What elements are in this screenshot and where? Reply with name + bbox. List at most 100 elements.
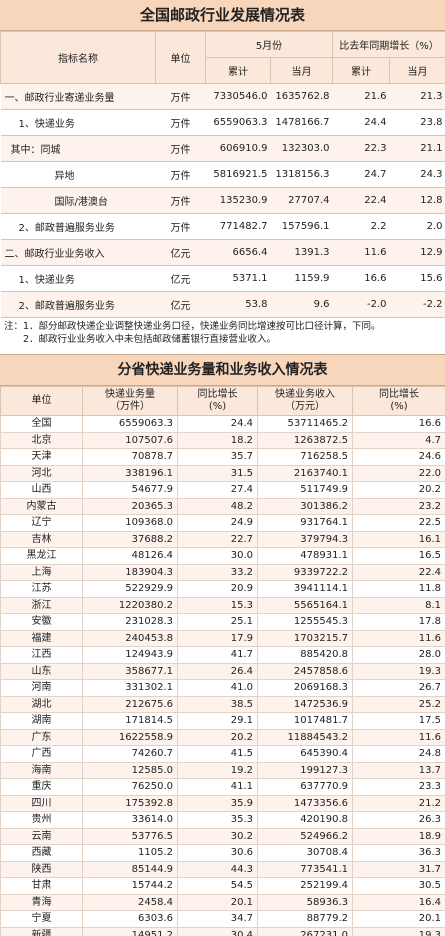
revenue-growth-cell: 23.3 (352, 778, 445, 796)
volume-cell: 338196.1 (82, 464, 178, 482)
volume-cell: 6559063.3 (82, 415, 178, 433)
header-province: 单位 (0, 386, 83, 416)
volume-cell: 85144.9 (82, 860, 178, 878)
province-cell: 江苏 (0, 580, 83, 598)
province-cell: 湖北 (0, 695, 83, 713)
province-cell: 青海 (0, 893, 83, 911)
unit-cell: 万件 (155, 187, 206, 214)
month-cell: 9.6 (270, 291, 333, 318)
province-cell: 山东 (0, 662, 83, 680)
table-row: 江苏 522929.9 20.9 3941114.1 11.8 (0, 580, 445, 598)
volume-growth-cell: 22.7 (177, 530, 258, 548)
volume-growth-cell: 20.9 (177, 580, 258, 598)
cumulative-cell: 135230.9 (205, 187, 271, 214)
revenue-growth-cell: 20.2 (352, 481, 445, 499)
table-row: 陕西 85144.9 44.3 773541.1 31.7 (0, 860, 445, 878)
table-row: 福建 240453.8 17.9 1703215.7 11.6 (0, 629, 445, 647)
revenue-cell: 379794.3 (257, 530, 353, 548)
revenue-cell: 58936.3 (257, 893, 353, 911)
province-cell: 江西 (0, 646, 83, 664)
volume-cell: 12585.0 (82, 761, 178, 779)
volume-growth-cell: 27.4 (177, 481, 258, 499)
volume-cell: 14951.2 (82, 926, 178, 936)
header-growth-cumulative: 累计 (332, 57, 390, 84)
volume-growth-cell: 48.2 (177, 497, 258, 515)
header-yoy-growth: 比去年同期增长（%） (331, 31, 445, 58)
footnote-2: 2．邮政行业业务收入中未包括邮政储蓄银行直接营业收入。 (4, 334, 277, 345)
table-row: 海南 12585.0 19.2 199127.3 13.7 (0, 761, 445, 779)
unit-cell: 万件 (155, 83, 206, 110)
revenue-cell: 1263872.5 (257, 431, 353, 449)
volume-cell: 48126.4 (82, 547, 178, 565)
revenue-cell: 30708.4 (257, 844, 353, 862)
revenue-cell: 1017481.7 (257, 712, 353, 730)
volume-cell: 1622558.9 (82, 728, 178, 746)
revenue-cell: 1255545.3 (257, 613, 353, 631)
revenue-cell: 2457858.6 (257, 662, 353, 680)
table-row: 2、邮政普遍服务业务 万件 771482.7 157596.1 2.2 2.0 (0, 213, 445, 240)
table-row: 江西 124943.9 41.7 885420.8 28.0 (0, 646, 445, 664)
revenue-growth-cell: 8.1 (352, 596, 445, 614)
volume-cell: 240453.8 (82, 629, 178, 647)
revenue-growth-cell: 22.4 (352, 563, 445, 581)
growth-month-cell: 24.3 (389, 161, 445, 188)
table-row: 一、邮政行业寄递业务量 万件 7330546.0 1635762.8 21.6 21.3 (0, 83, 445, 110)
revenue-cell: 716258.5 (257, 448, 353, 466)
unit-cell: 亿元 (155, 265, 206, 292)
table-row: 天津 70878.7 35.7 716258.5 24.6 (0, 448, 445, 466)
header-volume-unit: （万件） (110, 401, 150, 412)
table-row: 广东 1622558.9 20.2 11884543.2 11.6 (0, 728, 445, 746)
revenue-growth-cell: 20.1 (352, 910, 445, 928)
revenue-cell: 267231.0 (257, 926, 353, 936)
growth-cumulative-cell: 11.6 (332, 239, 390, 266)
growth-cumulative-cell: 21.6 (332, 83, 390, 110)
footnotes: 注：1．部分邮政快递企业调整快递业务口径，快递业务同比增速按可比口径计算，下同。… (0, 318, 445, 346)
volume-growth-cell: 44.3 (177, 860, 258, 878)
volume-growth-cell: 30.4 (177, 926, 258, 936)
cumulative-cell: 5371.1 (205, 265, 271, 292)
revenue-growth-cell: 26.3 (352, 811, 445, 829)
revenue-cell: 2069168.3 (257, 679, 353, 697)
volume-growth-cell: 20.1 (177, 893, 258, 911)
table-row: 国际/港澳台 万件 135230.9 27707.4 22.4 12.8 (0, 187, 445, 214)
volume-cell: 1220380.2 (82, 596, 178, 614)
revenue-cell: 511749.9 (257, 481, 353, 499)
table-row: 2、邮政普遍服务业务 亿元 53.8 9.6 -2.0 -2.2 (0, 291, 445, 318)
table-row: 1、快递业务 万件 6559063.3 1478166.7 24.4 23.8 (0, 109, 445, 136)
revenue-cell: 252199.4 (257, 877, 353, 895)
volume-growth-cell: 41.5 (177, 745, 258, 763)
indicator-name: 二、邮政行业业务收入 (0, 239, 156, 266)
table-row: 辽宁 109368.0 24.9 931764.1 22.5 (0, 514, 445, 532)
month-cell: 1635762.8 (270, 83, 333, 110)
national-postal-table: 指标名称 单位 5月份 比去年同期增长（%） 累计 当月 累计 当月 一、邮政行… (0, 31, 445, 318)
revenue-cell: 1472536.9 (257, 695, 353, 713)
table-row: 河北 338196.1 31.5 2163740.1 22.0 (0, 464, 445, 482)
month-cell: 1391.3 (270, 239, 333, 266)
revenue-cell: 2163740.1 (257, 464, 353, 482)
province-cell: 新疆 (0, 926, 83, 936)
revenue-growth-cell: 11.6 (352, 728, 445, 746)
table-row: 二、邮政行业业务收入 亿元 6656.4 1391.3 11.6 12.9 (0, 239, 445, 266)
volume-cell: 124943.9 (82, 646, 178, 664)
table2-title: 分省快递业务量和业务收入情况表 (0, 354, 445, 386)
volume-growth-cell: 41.0 (177, 679, 258, 697)
header-indicator-name: 指标名称 (0, 31, 156, 84)
province-cell: 西藏 (0, 844, 83, 862)
header-revenue-label: 快递业务收入 (275, 389, 335, 400)
month-cell: 1159.9 (270, 265, 333, 292)
revenue-cell: 773541.1 (257, 860, 353, 878)
volume-cell: 2458.4 (82, 893, 178, 911)
cumulative-cell: 6656.4 (205, 239, 271, 266)
growth-month-cell: 12.9 (389, 239, 445, 266)
volume-growth-cell: 29.1 (177, 712, 258, 730)
table-row: 西藏 1105.2 30.6 30708.4 36.3 (0, 844, 445, 862)
revenue-growth-cell: 26.7 (352, 679, 445, 697)
table-row: 山西 54677.9 27.4 511749.9 20.2 (0, 481, 445, 499)
month-cell: 1478166.7 (270, 109, 333, 136)
table-row: 宁夏 6303.6 34.7 88779.2 20.1 (0, 910, 445, 928)
header-revenue-growth-label: 同比增长 (379, 389, 419, 400)
month-cell: 1318156.3 (270, 161, 333, 188)
volume-growth-cell: 15.3 (177, 596, 258, 614)
volume-cell: 33614.0 (82, 811, 178, 829)
